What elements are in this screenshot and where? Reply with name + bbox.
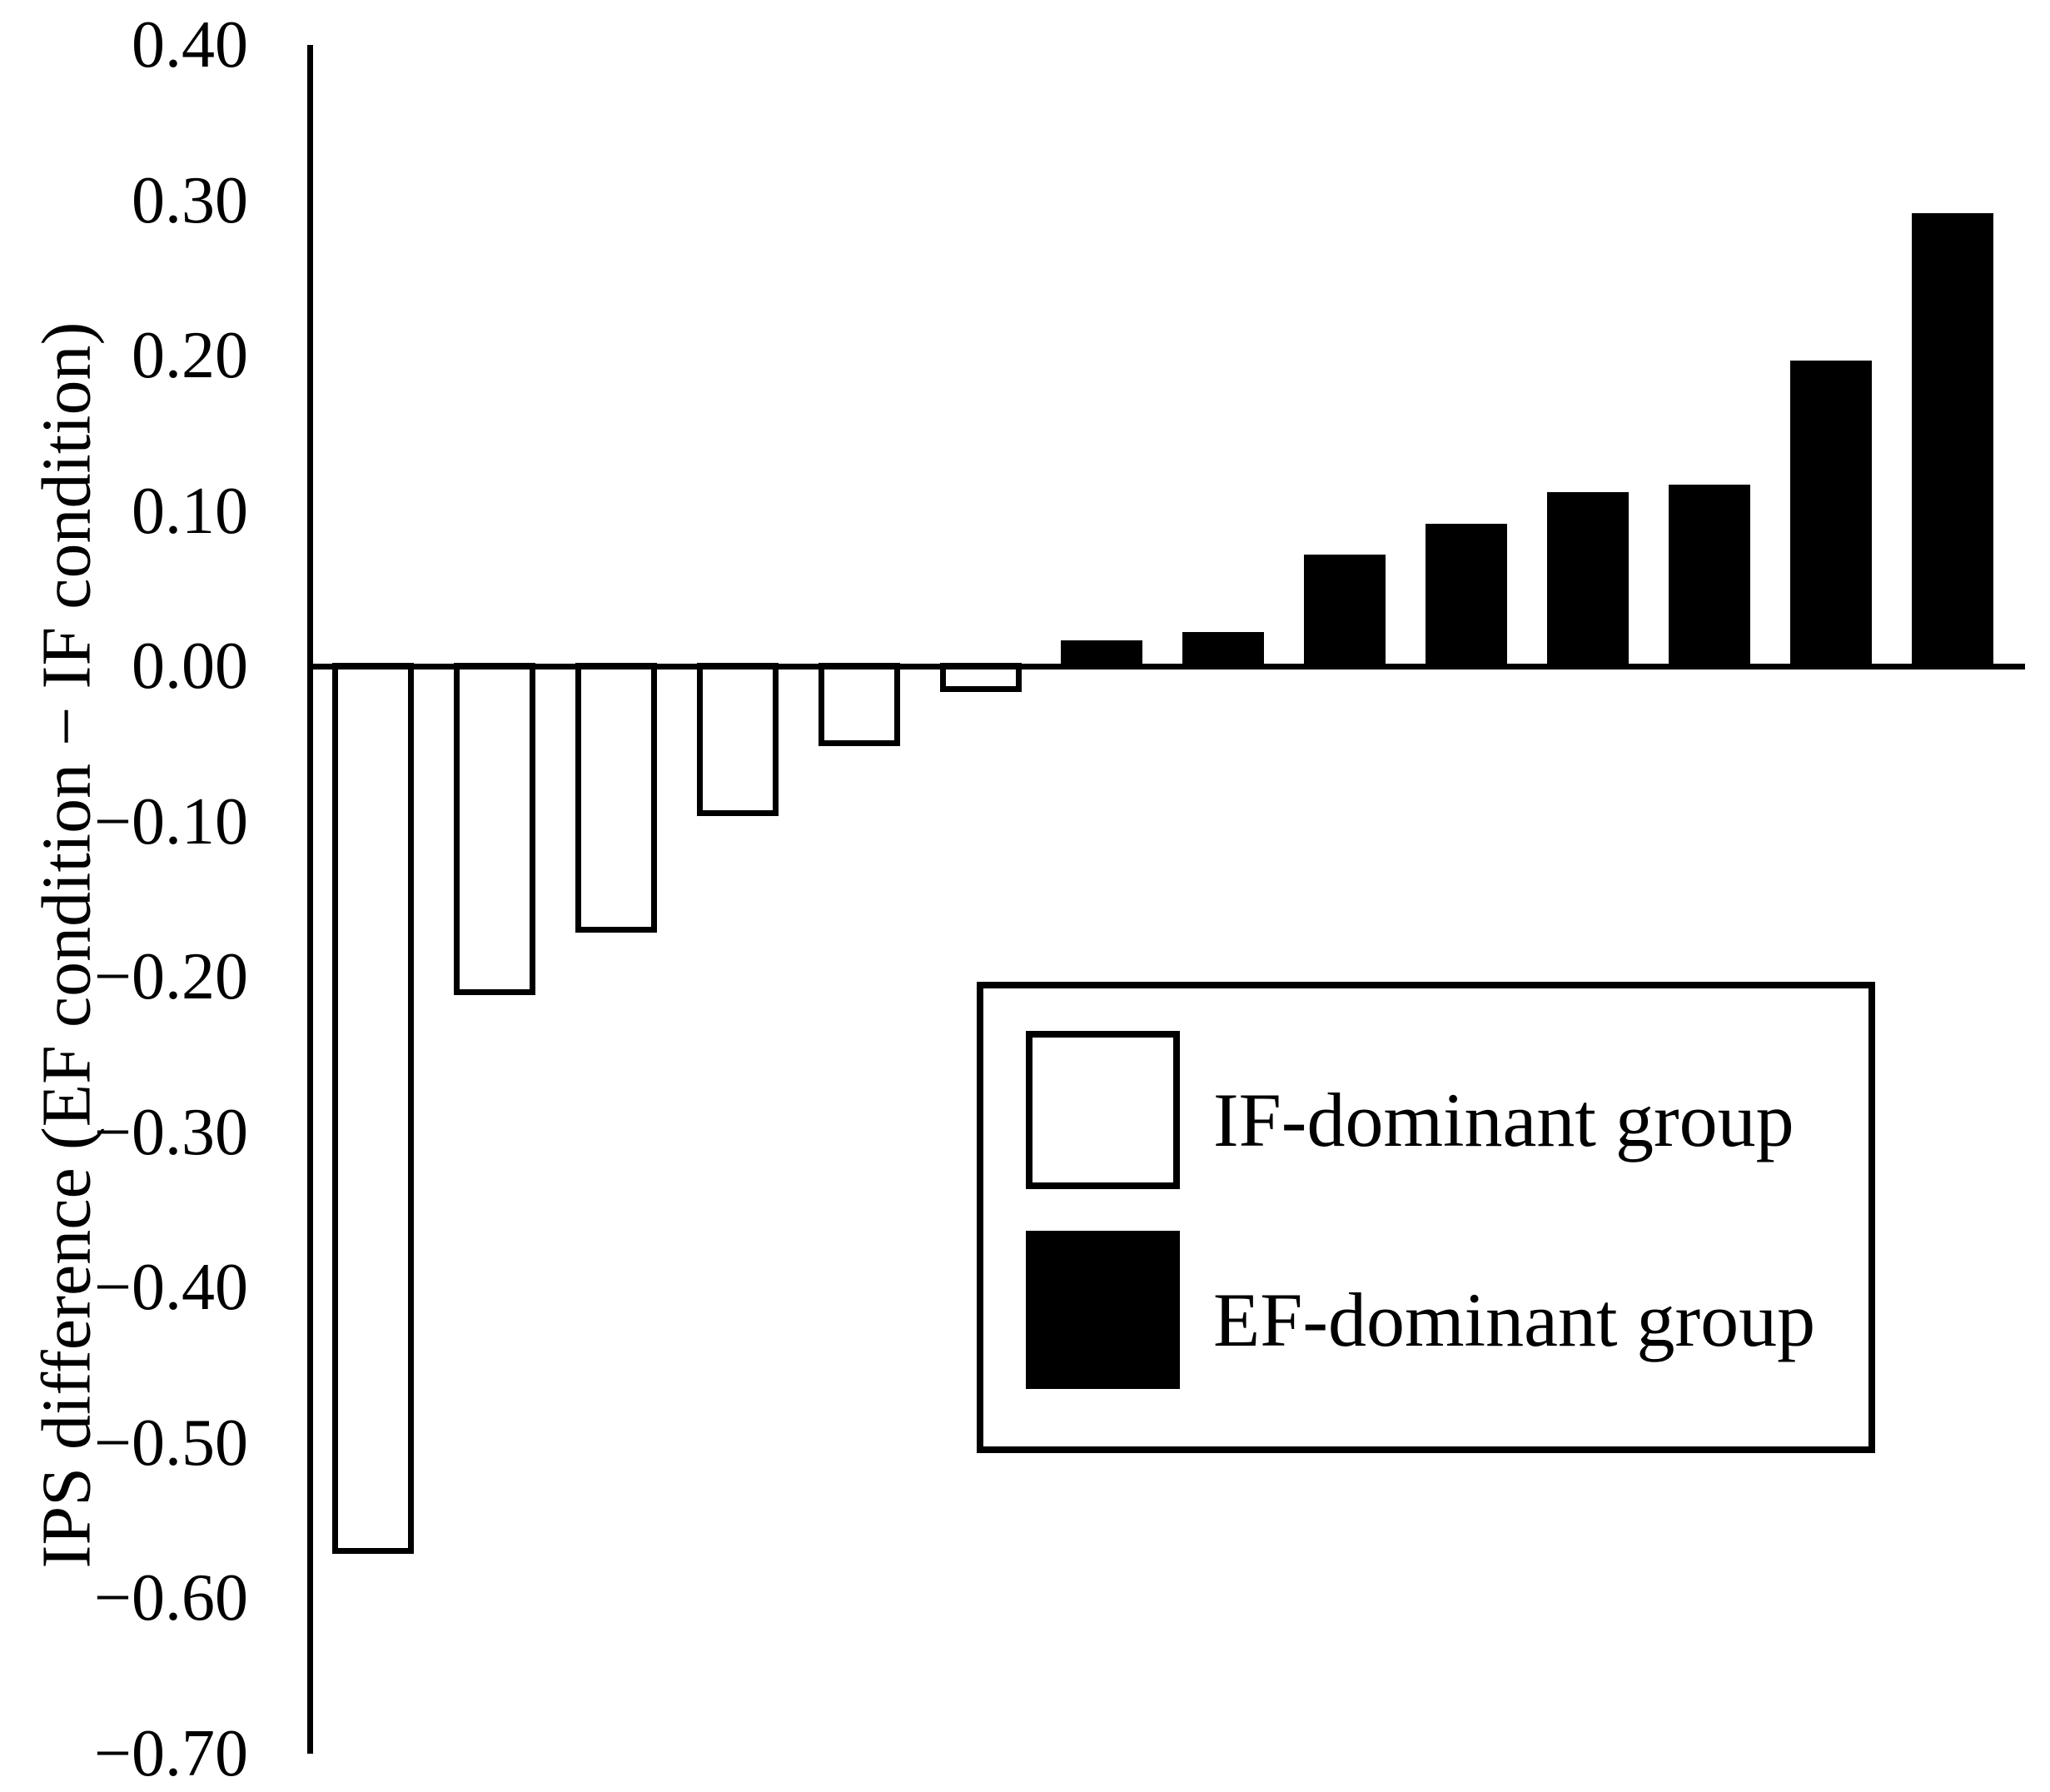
y-tick-label: 0.30 (132, 163, 248, 237)
y-tick-label: 0.10 (132, 474, 248, 548)
y-tick-label: 0.20 (132, 319, 248, 392)
bar-ef-14 (1911, 212, 1993, 670)
bar-ef-11 (1547, 492, 1629, 670)
legend-swatch-ef-dominant (1026, 1231, 1180, 1389)
bar-ef-12 (1668, 485, 1750, 670)
bar-ef-9 (1304, 554, 1386, 670)
bar-if-4 (696, 663, 779, 817)
bar-if-2 (453, 663, 535, 995)
bar-if-1 (332, 663, 414, 1555)
y-tick-label: −0.60 (93, 1561, 248, 1635)
y-tick-label: −0.50 (93, 1406, 248, 1480)
legend-label-ef-dominant: EF-dominant group (1213, 1277, 1816, 1362)
bar-if-3 (575, 663, 657, 933)
bar-ef-10 (1426, 523, 1508, 670)
y-tick-label: −0.10 (93, 784, 248, 859)
y-tick-label: −0.20 (93, 940, 248, 1013)
zero-baseline (307, 663, 2025, 670)
y-tick-label: 0.40 (132, 8, 248, 82)
bar-if-5 (818, 663, 900, 747)
y-tick-label: −0.70 (93, 1716, 248, 1790)
legend-swatch-if-dominant (1026, 1031, 1180, 1189)
y-tick-label: −0.40 (93, 1251, 248, 1324)
y-axis-line (307, 45, 313, 1754)
y-tick-label: 0.00 (132, 630, 248, 703)
legend-label-if-dominant: IF-dominant group (1213, 1078, 1794, 1162)
bar-ef-13 (1789, 360, 1872, 670)
y-tick-label: −0.30 (93, 1095, 248, 1169)
legend-box: IF-dominant group EF-dominant group (977, 982, 1875, 1453)
bar-ef-8 (1182, 632, 1265, 670)
